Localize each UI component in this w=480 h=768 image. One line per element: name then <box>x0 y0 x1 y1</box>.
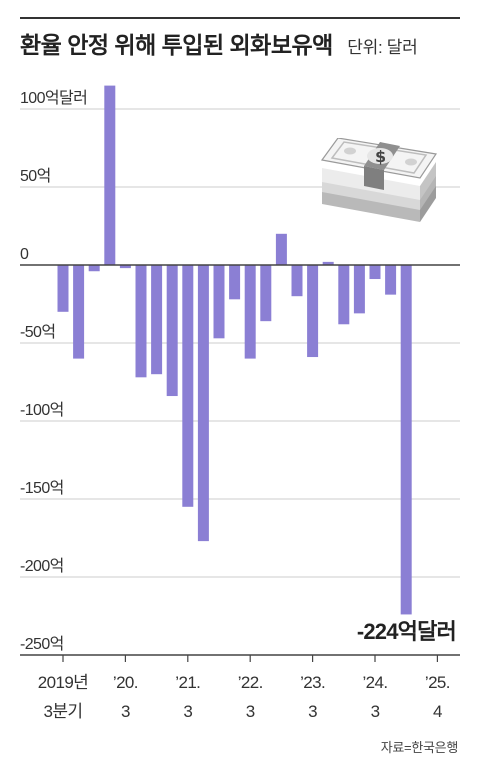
bar <box>151 265 163 375</box>
bar <box>119 265 131 269</box>
bar <box>182 265 194 507</box>
x-tick-label: 4 <box>433 702 442 721</box>
x-tick-label: 3 <box>308 702 317 721</box>
bar <box>322 261 334 265</box>
bar <box>135 265 147 378</box>
y-tick-label: -250억 <box>20 635 64 653</box>
x-tick-label: ’25. <box>425 673 450 692</box>
svg-text:$: $ <box>375 147 386 166</box>
top-rule <box>20 17 460 19</box>
data-label: -224억달러 <box>357 619 456 644</box>
bar <box>369 265 381 280</box>
bar <box>275 233 287 265</box>
bar <box>197 265 209 542</box>
bar <box>385 265 397 295</box>
bar <box>88 265 100 272</box>
x-tick-label: 3 <box>371 702 380 721</box>
y-tick-label: -200억 <box>20 557 64 575</box>
y-tick-label: -50억 <box>20 323 55 341</box>
x-tick-label: ’23. <box>300 673 325 692</box>
bar <box>353 265 365 314</box>
bar <box>400 265 412 615</box>
bar <box>338 265 350 325</box>
y-tick-label: 100억달러 <box>20 89 87 107</box>
title-row: 환율 안정 위해 투입된 외화보유액 단위: 달러 <box>20 26 418 60</box>
bar <box>291 265 303 297</box>
chart-title: 환율 안정 위해 투입된 외화보유액 <box>20 32 333 58</box>
y-tick-label: 50억 <box>20 167 51 185</box>
bar <box>104 85 116 265</box>
source-note: 자료=한국은행 <box>380 740 459 755</box>
x-tick-label: 2019년 <box>38 673 88 692</box>
bar <box>166 265 178 397</box>
bar <box>244 265 256 359</box>
unit-label: 단위: 달러 <box>347 38 418 57</box>
y-tick-label: 0 <box>20 246 29 263</box>
bar <box>229 265 241 300</box>
bar <box>73 265 85 359</box>
money-stack-icon: $ <box>320 138 438 222</box>
x-tick-label: ’24. <box>362 673 387 692</box>
x-tick-label: ’21. <box>175 673 200 692</box>
y-tick-label: -150억 <box>20 479 64 497</box>
x-tick-label: ’20. <box>113 673 138 692</box>
bar <box>307 265 319 358</box>
x-tick-label: 3분기 <box>44 702 83 721</box>
x-tick-label: 3 <box>246 702 255 721</box>
bar <box>213 265 225 339</box>
bar <box>57 265 69 312</box>
x-tick-label: 3 <box>183 702 192 721</box>
bar <box>260 265 272 322</box>
x-tick-label: ’22. <box>238 673 263 692</box>
y-tick-label: -100억 <box>20 401 64 419</box>
x-tick-label: 3 <box>121 702 130 721</box>
